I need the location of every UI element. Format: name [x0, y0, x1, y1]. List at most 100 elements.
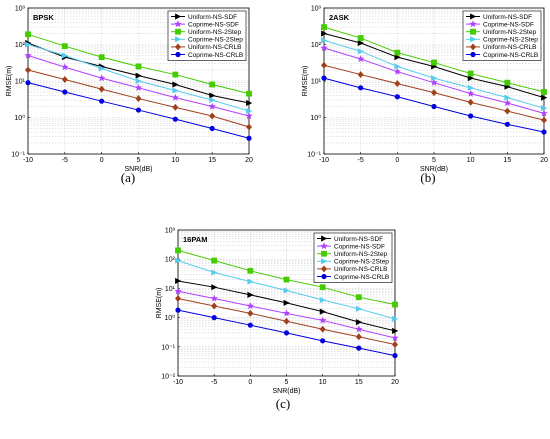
data-point	[61, 52, 69, 59]
data-point	[134, 83, 143, 92]
legend-entry: Coprime-NS-SDF	[188, 21, 239, 28]
x-tick-label: 5	[285, 379, 289, 386]
legend-swatch-marker	[470, 13, 477, 20]
data-point	[394, 49, 401, 56]
data-point	[393, 67, 402, 75]
legend-entry: Uniform-NS-CRLB	[334, 266, 387, 273]
series-uniform-ns-2step	[25, 31, 252, 97]
data-point	[321, 37, 328, 44]
data-point	[172, 81, 179, 88]
data-point	[283, 287, 290, 294]
data-point	[246, 107, 253, 115]
legend-swatch-marker	[470, 43, 476, 51]
legend-swatch-marker	[321, 250, 327, 257]
data-point	[97, 74, 106, 82]
x-tick-label: 0	[100, 157, 104, 164]
data-point	[430, 78, 438, 86]
data-point	[319, 284, 326, 291]
x-tick-label: -10	[173, 379, 183, 386]
legend-entry: Coprime-NS-CRLB	[483, 52, 538, 59]
legend-entry: Coprime-NS-SDF	[483, 21, 534, 28]
data-point	[209, 81, 216, 88]
series-uniform-ns-crlb	[175, 295, 398, 348]
data-point	[541, 105, 548, 112]
data-point	[357, 48, 364, 55]
data-point	[98, 65, 105, 72]
legend-entry: Uniform-NS-SDF	[334, 236, 383, 243]
y-tick-label: 10⁰	[14, 114, 25, 122]
data-point	[25, 31, 31, 38]
data-point	[135, 107, 142, 113]
y-tick-label: 10²	[311, 42, 322, 49]
legend-swatch-marker	[321, 258, 328, 265]
data-point	[467, 75, 474, 82]
series-uniform-ns-sdf	[321, 30, 548, 101]
data-point	[468, 113, 474, 119]
x-tick-label: -10	[319, 157, 329, 164]
y-tick-label: 10³	[15, 6, 26, 13]
data-point	[98, 85, 105, 93]
data-point	[357, 71, 364, 79]
data-point	[394, 80, 401, 88]
x-axis-label: SNR(dB)	[272, 388, 300, 395]
panel-caption: (b)	[420, 170, 435, 185]
legend: Uniform-NS-SDFCoprime-NS-SDFUniform-NS-2…	[313, 232, 393, 283]
legend: Uniform-NS-SDFCoprime-NS-SDFUniform-NS-2…	[167, 10, 247, 61]
x-tick-label: -5	[62, 157, 68, 164]
data-point	[541, 94, 548, 101]
legend-swatch-marker	[470, 51, 476, 58]
data-point	[211, 302, 218, 310]
data-point	[247, 291, 254, 298]
data-point	[356, 345, 362, 351]
data-point	[172, 103, 179, 111]
x-tick-label: 10	[319, 379, 327, 386]
legend-swatch-marker	[321, 265, 327, 273]
panel-modulation-label: 2ASK	[329, 13, 350, 22]
data-point	[211, 269, 218, 276]
data-point	[355, 325, 363, 333]
legend-swatch-marker	[320, 242, 328, 250]
data-point	[247, 309, 254, 317]
data-point	[320, 338, 326, 344]
data-point	[282, 309, 291, 317]
legend-swatch-marker	[321, 235, 328, 242]
data-point	[208, 102, 216, 110]
series-coprime-ns-sdf	[174, 287, 399, 342]
legend-swatch-marker	[470, 36, 477, 43]
y-tick-label: 10²	[165, 257, 176, 264]
y-tick-label: 10⁻²	[161, 374, 175, 381]
data-point	[319, 308, 326, 315]
data-point	[467, 70, 474, 77]
legend-swatch-marker	[174, 20, 182, 28]
data-point	[247, 278, 254, 285]
legend-entry: Uniform-NS-2Step	[334, 251, 387, 258]
data-point	[392, 327, 399, 334]
panel-modulation-label: 16PAM	[183, 235, 207, 244]
data-point	[135, 72, 142, 79]
y-tick-label: 10⁻¹	[161, 344, 175, 351]
data-point	[358, 85, 364, 91]
data-point	[392, 352, 398, 359]
data-point	[209, 92, 216, 99]
data-point	[319, 296, 326, 304]
y-tick-label: 10¹	[311, 79, 322, 86]
data-point	[357, 35, 364, 41]
data-point	[431, 59, 437, 66]
series-coprime-ns-crlb	[321, 75, 547, 135]
data-point	[175, 295, 181, 302]
data-point	[98, 54, 105, 61]
x-tick-label: -10	[23, 157, 33, 164]
data-point	[211, 284, 218, 291]
data-point	[394, 54, 401, 61]
x-tick-label: 10	[467, 157, 475, 164]
data-point	[61, 63, 69, 71]
series-coprime-ns-crlb	[175, 307, 398, 359]
data-point	[135, 77, 142, 85]
data-point	[61, 76, 68, 83]
y-tick-label: 10¹	[165, 286, 176, 293]
legend-entry: Coprime-NS-SDF	[334, 243, 385, 250]
x-tick-label: 5	[432, 157, 436, 164]
data-point	[25, 66, 31, 74]
x-tick-label: 20	[540, 157, 548, 164]
